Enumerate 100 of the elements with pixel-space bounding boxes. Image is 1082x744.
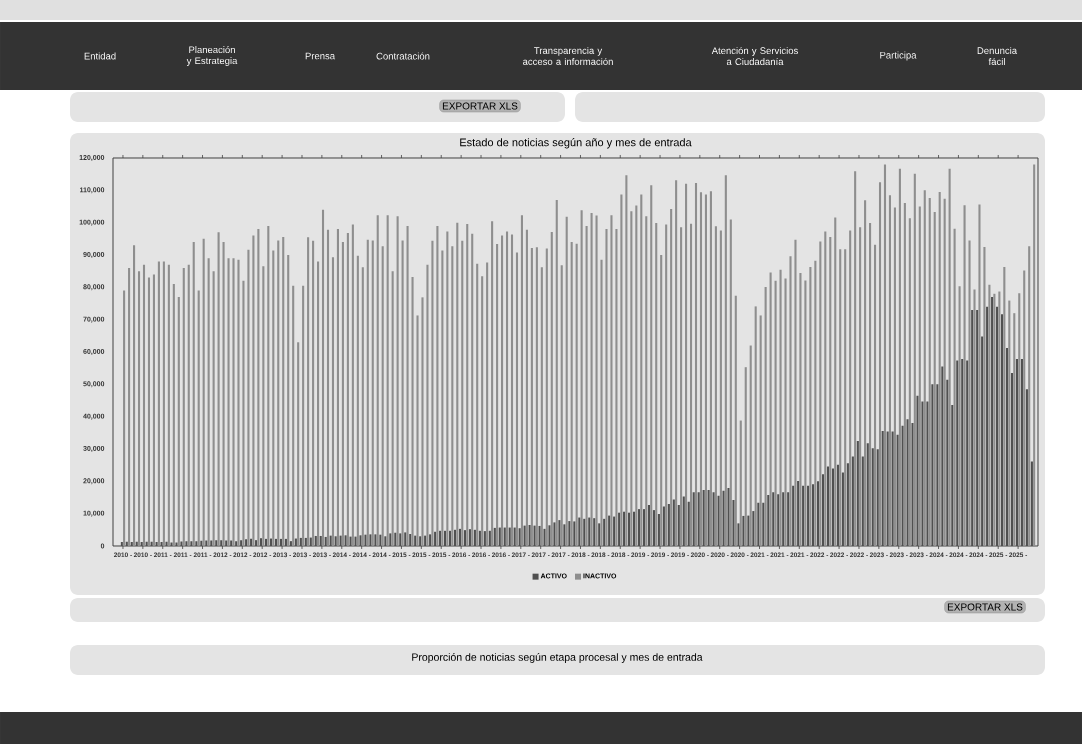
bar <box>568 521 571 546</box>
bar <box>953 228 956 546</box>
bar <box>376 215 379 546</box>
bar <box>635 205 638 546</box>
bar <box>252 235 255 546</box>
bar <box>543 528 546 546</box>
bar <box>866 443 869 546</box>
bar <box>923 190 926 546</box>
bar <box>302 285 305 546</box>
bar <box>991 297 994 546</box>
bar <box>200 540 203 546</box>
bar <box>550 232 553 546</box>
bar <box>232 258 235 546</box>
text: Denuncia fácil <box>977 47 1018 65</box>
bar <box>799 273 802 546</box>
bar <box>605 229 608 546</box>
bar <box>1003 266 1006 546</box>
bar <box>699 192 703 546</box>
bar <box>391 271 394 546</box>
bar <box>672 499 675 546</box>
bar <box>339 535 342 546</box>
bar <box>968 240 971 546</box>
bar <box>436 225 439 546</box>
bar <box>665 224 668 546</box>
bar <box>264 538 268 546</box>
bar <box>787 492 790 546</box>
bar <box>530 247 533 546</box>
bar <box>976 309 979 546</box>
bar <box>386 215 389 546</box>
bar <box>312 240 315 546</box>
bar <box>133 245 136 546</box>
bar <box>545 248 548 546</box>
bar <box>983 246 986 546</box>
bar <box>478 530 481 546</box>
bar <box>652 510 655 546</box>
bar <box>737 523 740 546</box>
bar <box>694 182 698 546</box>
bar <box>878 182 882 546</box>
bar <box>717 495 720 546</box>
bar <box>289 541 292 546</box>
bar <box>719 230 722 546</box>
bar <box>839 249 842 546</box>
bar <box>147 277 151 546</box>
bar <box>757 502 760 546</box>
bar <box>448 530 452 546</box>
bar <box>632 511 636 546</box>
bar <box>284 538 287 546</box>
bar <box>160 542 163 546</box>
bar <box>466 223 469 546</box>
bar <box>217 232 220 546</box>
bar <box>192 242 195 546</box>
bar <box>590 212 593 546</box>
bar <box>729 219 732 546</box>
text: Participa <box>880 51 917 61</box>
bar <box>212 271 215 546</box>
bar <box>774 280 777 546</box>
bar <box>946 379 949 546</box>
bar <box>680 227 683 546</box>
bar <box>279 538 282 546</box>
bar <box>140 542 143 546</box>
text: Atención y Servicios a Ciudadanía <box>711 46 798 66</box>
bar <box>292 285 295 546</box>
bar <box>128 267 131 546</box>
bar <box>834 217 837 546</box>
bar <box>779 269 782 546</box>
bar <box>364 534 367 546</box>
bar <box>299 537 302 546</box>
bar <box>533 525 536 546</box>
bar <box>941 366 944 546</box>
bar <box>802 485 805 546</box>
bar <box>222 242 225 546</box>
bar <box>441 250 444 546</box>
bar <box>926 401 929 546</box>
bar <box>1015 359 1019 546</box>
bar <box>520 215 523 546</box>
bar <box>505 231 509 546</box>
bar <box>426 264 429 546</box>
bar <box>789 256 792 546</box>
bar <box>784 278 787 546</box>
bar <box>829 236 832 546</box>
bar <box>692 492 695 546</box>
bar <box>468 529 471 546</box>
bar <box>175 542 178 546</box>
bar <box>555 200 558 546</box>
bar <box>595 215 598 546</box>
bar <box>123 290 126 546</box>
bar <box>861 456 864 546</box>
bar <box>528 524 531 546</box>
bar <box>844 249 847 546</box>
bar <box>931 384 934 546</box>
bar <box>508 527 511 546</box>
bar <box>488 530 491 546</box>
bar <box>518 528 521 546</box>
bar <box>237 259 240 546</box>
bar <box>807 485 810 546</box>
bar <box>580 210 583 546</box>
bar <box>903 202 906 546</box>
bar <box>864 200 867 546</box>
bar <box>501 235 504 546</box>
bar <box>282 236 285 546</box>
